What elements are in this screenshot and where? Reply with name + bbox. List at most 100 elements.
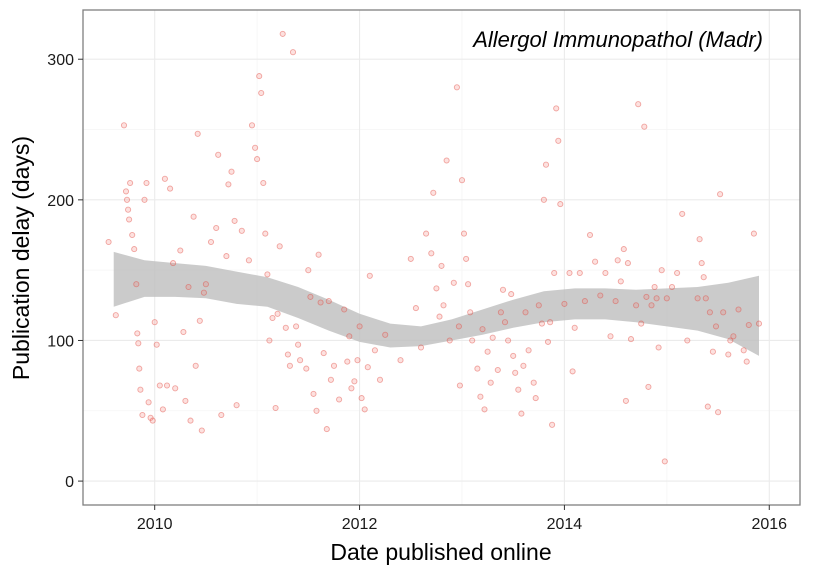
data-point <box>194 130 201 137</box>
data-point <box>315 251 322 258</box>
data-point <box>133 281 140 288</box>
data-point <box>145 399 152 406</box>
data-point <box>612 298 619 305</box>
data-point <box>231 217 238 224</box>
data-point <box>698 260 705 267</box>
data-point <box>185 283 192 291</box>
data-point <box>684 337 691 344</box>
data-point <box>745 321 752 329</box>
points-layer <box>105 30 763 465</box>
x-axis-ticks: 2010 2012 2014 2016 <box>137 505 787 533</box>
data-point <box>170 260 177 267</box>
data-point <box>704 403 711 410</box>
data-point <box>225 181 232 188</box>
data-point <box>137 386 144 393</box>
data-point <box>163 382 171 389</box>
data-point <box>198 427 205 434</box>
data-point <box>139 411 146 419</box>
data-point <box>557 201 564 208</box>
data-point <box>284 351 291 358</box>
data-point <box>269 314 276 322</box>
data-point <box>730 333 737 340</box>
data-point <box>136 365 143 372</box>
data-point <box>382 331 389 338</box>
data-point <box>735 306 742 313</box>
data-point <box>371 347 378 354</box>
data-point <box>520 362 527 369</box>
data-point <box>440 302 447 309</box>
data-point <box>624 260 631 267</box>
data-point <box>256 73 263 80</box>
data-point <box>182 397 189 404</box>
data-point <box>366 272 373 279</box>
data-point <box>279 30 286 37</box>
data-point <box>551 269 558 277</box>
data-point <box>501 319 509 326</box>
data-point <box>641 123 648 130</box>
data-point <box>407 255 414 262</box>
x-axis-title: Date published online <box>330 539 551 565</box>
data-point <box>544 338 552 345</box>
data-point <box>553 105 560 112</box>
data-point <box>635 101 642 108</box>
data-point <box>276 243 283 250</box>
data-point <box>455 323 462 330</box>
data-point <box>354 357 361 364</box>
data-point <box>223 253 230 260</box>
data-point <box>530 379 537 386</box>
data-point <box>134 330 141 337</box>
data-point <box>648 302 655 309</box>
data-point <box>252 144 259 151</box>
data-point <box>535 302 542 309</box>
data-point <box>202 281 209 288</box>
data-point <box>264 271 271 278</box>
data-point <box>653 295 660 302</box>
data-point <box>177 247 184 254</box>
data-point <box>668 283 676 291</box>
data-point <box>571 324 578 331</box>
data-point <box>215 151 222 158</box>
data-point <box>700 274 707 281</box>
data-point <box>538 320 545 327</box>
data-point <box>555 137 562 144</box>
data-point <box>456 382 463 389</box>
data-point <box>320 350 327 357</box>
data-point <box>125 206 132 213</box>
data-point <box>254 156 261 163</box>
data-point <box>262 230 269 237</box>
data-point <box>494 366 501 374</box>
data-point <box>151 319 158 326</box>
data-point <box>508 291 515 298</box>
data-point <box>423 230 430 237</box>
data-point <box>266 337 273 344</box>
data-point <box>346 333 353 340</box>
data-point <box>561 300 568 307</box>
data-point <box>341 306 348 313</box>
y-axis-ticks: 0 100 200 300 <box>47 52 83 491</box>
data-point <box>303 365 310 372</box>
smooth-ribbon-layer <box>113 251 759 356</box>
data-point <box>190 213 197 220</box>
data-point <box>297 357 304 364</box>
data-point <box>196 317 203 324</box>
data-point <box>694 295 701 302</box>
data-point <box>702 295 709 302</box>
data-point <box>569 368 576 375</box>
y-tick-label: 300 <box>47 52 74 69</box>
data-point <box>336 396 343 403</box>
data-point <box>126 216 133 223</box>
data-point <box>325 298 332 305</box>
data-point <box>436 313 443 320</box>
data-point <box>651 283 658 291</box>
data-point <box>147 414 154 421</box>
data-point <box>358 395 365 402</box>
data-point <box>607 333 614 340</box>
data-point <box>525 347 532 354</box>
data-point <box>248 122 256 129</box>
data-point <box>274 310 281 317</box>
data-point <box>581 298 588 305</box>
data-point <box>207 238 215 246</box>
chart-title: Allergol Immunopathol (Madr) <box>471 27 763 52</box>
data-point <box>463 255 470 262</box>
data-point <box>238 227 245 234</box>
